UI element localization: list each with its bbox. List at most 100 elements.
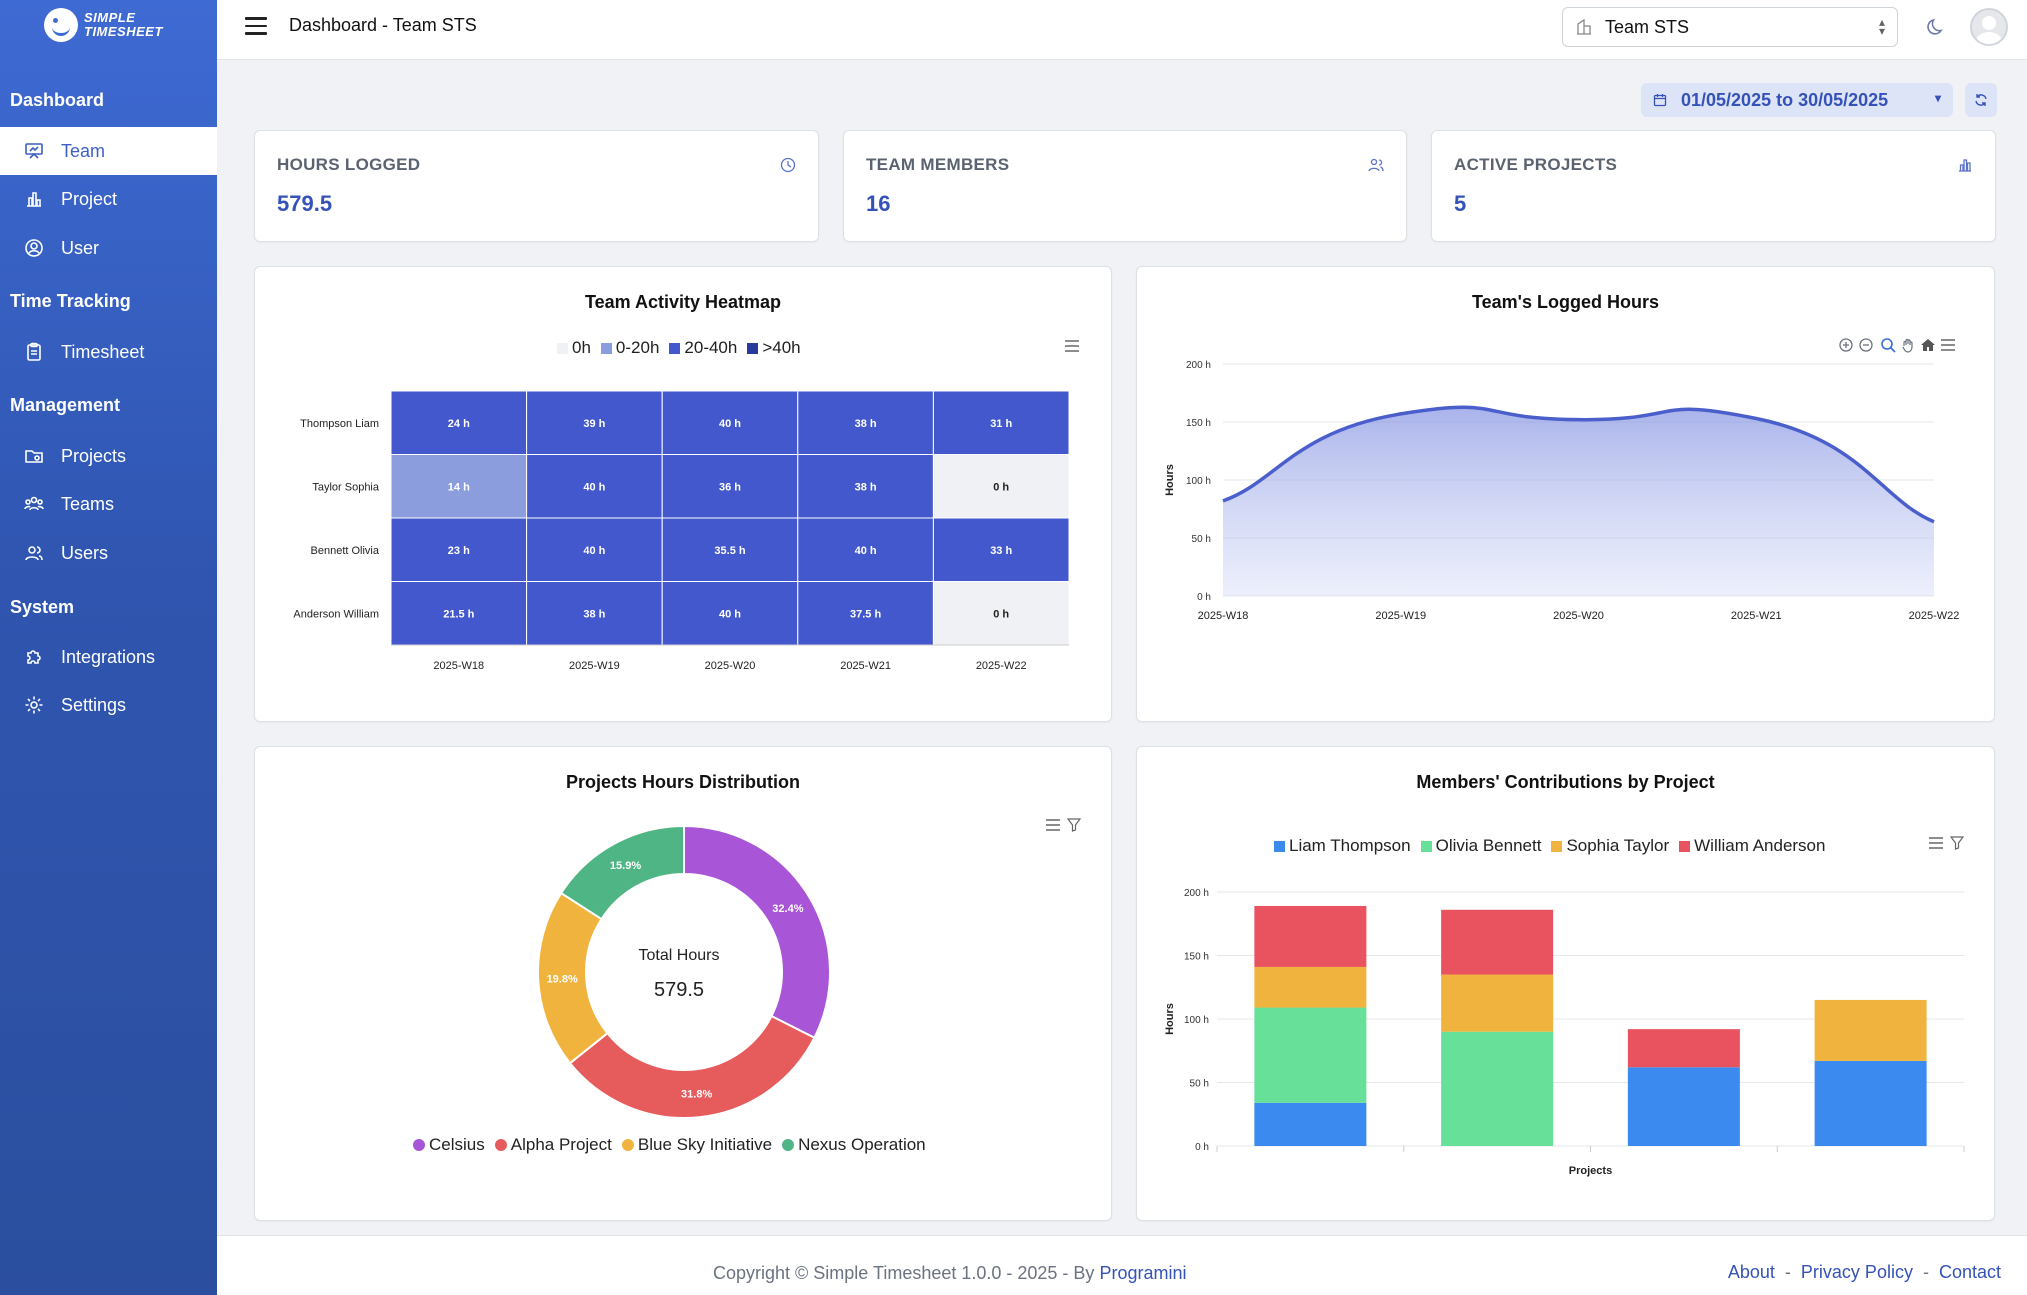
- filter-icon[interactable]: [1067, 818, 1081, 832]
- donut-center-label: Total Hours: [638, 947, 720, 964]
- heatmap-card: Team Activity Heatmap 0h 0-20h 20-40h >4…: [254, 266, 1112, 722]
- home-icon[interactable]: [1920, 337, 1936, 353]
- users-icon: [1368, 158, 1384, 172]
- x-axis-label: Projects: [1569, 1165, 1612, 1177]
- menu-toggle-icon[interactable]: [245, 17, 267, 35]
- heatmap-cell: [526, 390, 663, 455]
- legend-item[interactable]: Blue Sky Initiative: [621, 1135, 772, 1155]
- legend-item[interactable]: Liam Thompson: [1274, 836, 1411, 856]
- refresh-icon: [1975, 94, 1987, 106]
- chart-menu-icon[interactable]: [1940, 338, 1956, 352]
- sidebar-item-teams[interactable]: Teams: [0, 480, 217, 528]
- heatmap-row-label: Bennett Olivia: [311, 545, 380, 557]
- sidebar-item-label: User: [61, 237, 100, 258]
- refresh-button[interactable]: [1965, 83, 1997, 117]
- stat-label: HOURS LOGGED: [277, 155, 421, 174]
- zoom-out-icon[interactable]: [1858, 337, 1874, 353]
- footer-link-contact[interactable]: Contact: [1938, 1262, 2001, 1282]
- legend-item[interactable]: >40h: [747, 338, 801, 358]
- y-tick-label: 150 h: [1186, 418, 1211, 429]
- sidebar-item-label: Users: [61, 542, 109, 563]
- line-chart-title: Team's Logged Hours: [1472, 292, 1659, 312]
- x-tick-label: 2025-W19: [1375, 610, 1426, 622]
- sidebar-item-projects[interactable]: Projects: [0, 432, 217, 480]
- donut-legend: Celsius Alpha Project Blue Sky Initiativ…: [413, 1135, 936, 1155]
- logo-line2: TIMESHEET: [84, 24, 163, 39]
- sidebar-item-project[interactable]: Project: [0, 175, 217, 223]
- stacked-bar-segment: [1627, 1067, 1740, 1146]
- date-range-value: 01/05/2025 to 30/05/2025: [1681, 89, 1889, 110]
- heatmap-cell: [390, 454, 528, 519]
- clipboard-icon: [24, 342, 44, 362]
- y-tick-label: 200 h: [1184, 888, 1209, 899]
- logged-hours-card: Team's Logged Hours 0 h 50 h 100 h 150 h 200…: [1136, 266, 1995, 722]
- team-selector[interactable]: Team STS ▴ ▾: [1562, 7, 1898, 47]
- chart-menu-icon[interactable]: [1064, 339, 1080, 353]
- legend-item[interactable]: Nexus Operation: [782, 1135, 926, 1155]
- y-tick-label: 50 h: [1190, 1079, 1209, 1090]
- legend-item[interactable]: Alpha Project: [494, 1135, 612, 1155]
- building-icon: [1577, 18, 1591, 35]
- date-range-picker[interactable]: 01/05/2025 to 30/05/2025 ▾: [1641, 83, 1953, 117]
- sidebar-item-integrations[interactable]: Integrations: [0, 633, 217, 681]
- heatmap-x-tick: 2025-W20: [705, 660, 756, 672]
- legend-item[interactable]: Olivia Bennett: [1420, 836, 1541, 856]
- legend-item[interactable]: 20-40h: [669, 338, 737, 358]
- legend-item[interactable]: 0h: [557, 338, 591, 358]
- filter-icon[interactable]: [1950, 836, 1964, 850]
- heatmap-cell-label: 24 h: [448, 418, 470, 430]
- chart-toolbar: [1838, 337, 1956, 353]
- heatmap-cell-label: 38 h: [583, 608, 605, 620]
- magnifier-icon[interactable]: [1880, 337, 1896, 353]
- heatmap-cell-label: 36 h: [719, 481, 741, 493]
- pan-hand-icon[interactable]: [1900, 337, 1916, 353]
- heatmap-cell-label: 40 h: [719, 418, 741, 430]
- sidebar-item-users[interactable]: Users: [0, 529, 217, 577]
- heatmap-cell-label: 21.5 h: [443, 608, 474, 620]
- legend-item[interactable]: 0-20h: [600, 338, 659, 358]
- sidebar-item-team[interactable]: Team: [0, 127, 217, 175]
- stat-value: 579.5: [277, 191, 333, 216]
- stacked-bar-segment: [1254, 966, 1367, 1008]
- heatmap-cell: [797, 454, 934, 519]
- donut-slice: [568, 1014, 816, 1119]
- sidebar-item-user[interactable]: User: [0, 224, 217, 272]
- moon-icon[interactable]: [1926, 16, 1948, 38]
- heatmap-cell-label: 23 h: [448, 545, 470, 557]
- stat-card-hours: HOURS LOGGED 579.5: [254, 130, 819, 242]
- stacked-bar-segment: [1441, 974, 1554, 1032]
- stacked-title: Members' Contributions by Project: [1416, 772, 1715, 792]
- avatar[interactable]: [1970, 8, 2008, 46]
- stacked-bar-segment: [1254, 905, 1367, 967]
- heatmap-cell: [661, 454, 799, 519]
- sidebar-section-system: System: [10, 597, 75, 617]
- legend-item[interactable]: Sophia Taylor: [1551, 836, 1669, 856]
- heatmap-title: Team Activity Heatmap: [584, 292, 782, 312]
- sidebar-item-settings[interactable]: Settings: [0, 681, 217, 729]
- chart-menu-icon[interactable]: [1928, 836, 1944, 850]
- heatmap-row-label: Thompson Liam: [300, 418, 379, 430]
- app-logo[interactable]: SIMPLE TIMESHEET: [44, 8, 163, 42]
- heatmap-cell-label: 40 h: [583, 545, 605, 557]
- sidebar-item-timesheet[interactable]: Timesheet: [0, 328, 217, 376]
- zoom-in-icon[interactable]: [1838, 337, 1854, 353]
- heatmap-x-tick: 2025-W22: [976, 660, 1027, 672]
- legend-item[interactable]: William Anderson: [1679, 836, 1825, 856]
- logged-hours-chart: 0 h 50 h 100 h 150 h 200 h Hours 2025-W18 2025-…: [1164, 360, 1959, 622]
- updown-chevron-icon: ▴ ▾: [1878, 15, 1885, 38]
- y-tick-label: 150 h: [1184, 952, 1209, 963]
- stacked-bar-segment: [1814, 999, 1927, 1061]
- series-line: [1222, 405, 1935, 524]
- footer-link-privacy[interactable]: Privacy Policy: [1800, 1262, 1913, 1282]
- heatmap-cell-label: 40 h: [855, 545, 877, 557]
- footer-link-about[interactable]: About: [1727, 1262, 1775, 1282]
- footer-author-link[interactable]: Programini: [1099, 1263, 1187, 1283]
- heatmap-cell-label: 0 h: [993, 608, 1009, 620]
- stacked-legend: Liam Thompson Olivia Bennett Sophia Tayl…: [1274, 836, 1835, 856]
- projects-distribution-card: Projects Hours Distribution 32.4% 31.8% 19…: [254, 746, 1112, 1221]
- sidebar-section-time-tracking: Time Tracking: [10, 291, 131, 311]
- chart-menu-icon[interactable]: [1045, 818, 1061, 832]
- legend-item[interactable]: Celsius: [413, 1135, 485, 1155]
- stacked-bar-segment: [1814, 1060, 1927, 1146]
- heatmap-legend: 0h 0-20h 20-40h >40h: [557, 338, 811, 358]
